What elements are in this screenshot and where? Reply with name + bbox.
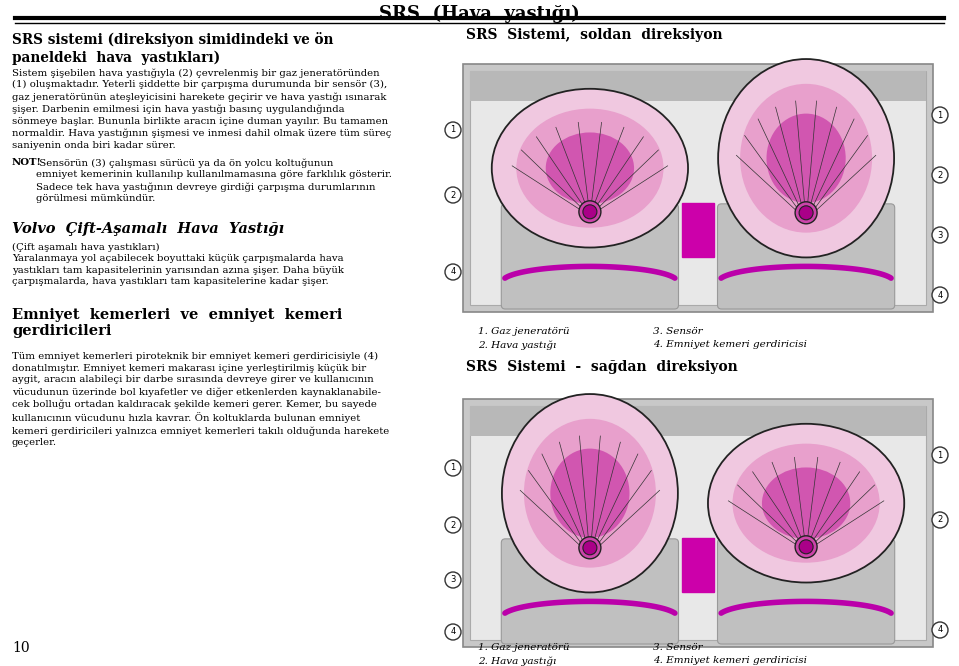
FancyBboxPatch shape — [717, 539, 895, 644]
Text: 4: 4 — [937, 290, 943, 300]
Circle shape — [583, 205, 596, 219]
Text: SRS  Sistemi  -  sağdan  direksiyon: SRS Sistemi - sağdan direksiyon — [466, 360, 737, 374]
Ellipse shape — [762, 468, 851, 539]
Ellipse shape — [733, 444, 879, 563]
Circle shape — [579, 537, 601, 559]
Text: 2. Hava yastığı: 2. Hava yastığı — [478, 340, 556, 350]
Text: 4: 4 — [451, 627, 456, 637]
Text: SRS sistemi (direksiyon simidindeki ve ön
paneldeki  hava  yastıkları): SRS sistemi (direksiyon simidindeki ve ö… — [12, 32, 334, 65]
Text: Emniyet  kemerleri  ve  emniyet  kemeri
gerdiricileri: Emniyet kemerleri ve emniyet kemeri gerd… — [12, 308, 342, 338]
Ellipse shape — [740, 84, 872, 232]
Circle shape — [799, 206, 813, 220]
Ellipse shape — [516, 109, 664, 228]
Text: 1. Gaz jeneratörü: 1. Gaz jeneratörü — [478, 327, 570, 336]
Circle shape — [583, 541, 596, 555]
Text: NOT!: NOT! — [12, 158, 42, 167]
Text: SRS  Sistemi,  soldan  direksiyon: SRS Sistemi, soldan direksiyon — [466, 28, 723, 42]
Ellipse shape — [550, 449, 629, 538]
Text: Sistem şişebilen hava yastığıyla (2) çevrelenmiş bir gaz jeneratöründen
(1) oluş: Sistem şişebilen hava yastığıyla (2) çev… — [12, 68, 391, 150]
Text: 3: 3 — [937, 230, 943, 240]
Bar — [463, 64, 933, 312]
Bar — [682, 538, 714, 593]
Text: Volvo  Çift-Aşamalı  Hava  Yastığı: Volvo Çift-Aşamalı Hava Yastığı — [12, 222, 284, 236]
Text: 3. Sensör: 3. Sensör — [653, 327, 703, 336]
FancyBboxPatch shape — [502, 204, 679, 309]
Circle shape — [932, 227, 948, 243]
Circle shape — [579, 201, 601, 223]
Text: 4. Emniyet kemeri gerdiricisi: 4. Emniyet kemeri gerdiricisi — [653, 340, 807, 349]
Bar — [463, 399, 933, 647]
Text: 3. Sensör: 3. Sensör — [653, 643, 703, 652]
Circle shape — [445, 624, 461, 640]
Ellipse shape — [502, 394, 678, 593]
Ellipse shape — [546, 133, 634, 204]
Bar — [470, 71, 926, 101]
Circle shape — [932, 512, 948, 528]
Text: 1: 1 — [937, 111, 943, 119]
Text: (Çift aşamalı hava yastıkları): (Çift aşamalı hava yastıkları) — [12, 243, 159, 252]
Text: 1. Gaz jeneratörü: 1. Gaz jeneratörü — [478, 643, 570, 652]
FancyBboxPatch shape — [717, 204, 895, 309]
Circle shape — [932, 622, 948, 638]
Text: SRS  (Hava  yastığı): SRS (Hava yastığı) — [379, 5, 579, 23]
Text: 4: 4 — [451, 268, 456, 276]
Text: 10: 10 — [12, 641, 30, 655]
Circle shape — [445, 572, 461, 588]
Text: 2: 2 — [937, 515, 943, 525]
Ellipse shape — [708, 424, 904, 583]
Circle shape — [932, 167, 948, 183]
Circle shape — [795, 202, 817, 224]
Text: Yaralanmaya yol açabilecek boyuttaki küçük çarpışmalarda hava
yastıkları tam kap: Yaralanmaya yol açabilecek boyuttaki küç… — [12, 254, 344, 286]
Ellipse shape — [492, 89, 688, 248]
Circle shape — [445, 264, 461, 280]
Text: 2: 2 — [451, 521, 456, 529]
Circle shape — [795, 536, 817, 558]
Circle shape — [932, 447, 948, 463]
Text: Tüm emniyet kemerleri piroteknik bir emniyet kemeri gerdiricisiyle (4)
donatılmı: Tüm emniyet kemerleri piroteknik bir emn… — [12, 352, 389, 448]
Circle shape — [932, 287, 948, 303]
Bar — [682, 203, 714, 258]
Circle shape — [799, 540, 813, 554]
Ellipse shape — [524, 419, 656, 567]
Bar — [470, 406, 926, 436]
Text: 3: 3 — [451, 575, 456, 585]
Text: 2: 2 — [451, 190, 456, 200]
Circle shape — [445, 122, 461, 138]
Circle shape — [445, 460, 461, 476]
Bar — [470, 71, 926, 305]
Circle shape — [445, 187, 461, 203]
FancyBboxPatch shape — [502, 539, 679, 644]
Text: 4. Emniyet kemeri gerdiricisi: 4. Emniyet kemeri gerdiricisi — [653, 656, 807, 665]
Ellipse shape — [766, 114, 846, 203]
Circle shape — [932, 107, 948, 123]
Text: Sensörün (3) çalışması sürücü ya da ön yolcu koltuğunun
emniyet kemerinin kullan: Sensörün (3) çalışması sürücü ya da ön y… — [36, 158, 392, 203]
Bar — [470, 406, 926, 640]
Circle shape — [445, 517, 461, 533]
Text: 4: 4 — [937, 625, 943, 635]
Text: 1: 1 — [451, 125, 456, 135]
Text: 1: 1 — [937, 450, 943, 460]
Text: 1: 1 — [451, 464, 456, 472]
Text: 2. Hava yastığı: 2. Hava yastığı — [478, 656, 556, 665]
Text: 2: 2 — [937, 170, 943, 180]
Ellipse shape — [718, 59, 894, 258]
